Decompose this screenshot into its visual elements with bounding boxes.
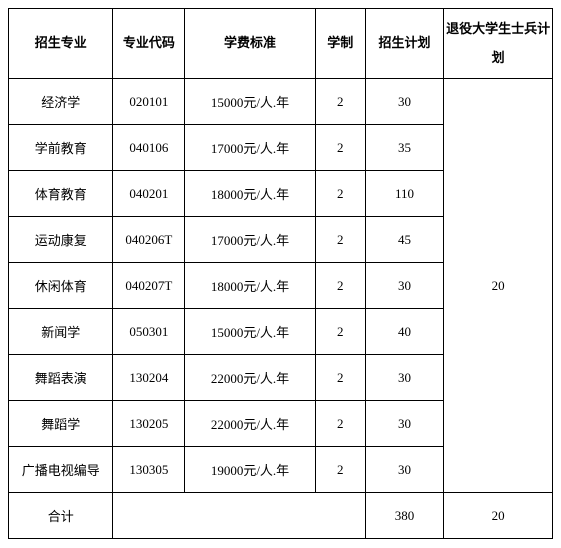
cell-major: 舞蹈表演 <box>9 355 113 401</box>
header-fee: 学费标准 <box>185 9 316 79</box>
header-plan: 招生计划 <box>365 9 443 79</box>
cell-major: 广播电视编导 <box>9 447 113 493</box>
cell-fee: 19000元/人.年 <box>185 447 316 493</box>
cell-fee: 22000元/人.年 <box>185 355 316 401</box>
header-row: 招生专业 专业代码 学费标准 学制 招生计划 退役大学生士兵计划 <box>9 9 553 79</box>
cell-major: 新闻学 <box>9 309 113 355</box>
totals-plan: 380 <box>365 493 443 539</box>
totals-row: 合计 380 20 <box>9 493 553 539</box>
cell-code: 040207T <box>113 263 185 309</box>
header-code: 专业代码 <box>113 9 185 79</box>
cell-duration: 2 <box>315 309 365 355</box>
cell-major: 体育教育 <box>9 171 113 217</box>
cell-code: 040106 <box>113 125 185 171</box>
cell-fee: 18000元/人.年 <box>185 263 316 309</box>
cell-fee: 15000元/人.年 <box>185 309 316 355</box>
cell-duration: 2 <box>315 447 365 493</box>
cell-major: 运动康复 <box>9 217 113 263</box>
cell-plan: 45 <box>365 217 443 263</box>
cell-fee: 17000元/人.年 <box>185 217 316 263</box>
cell-code: 040201 <box>113 171 185 217</box>
cell-duration: 2 <box>315 401 365 447</box>
cell-code: 050301 <box>113 309 185 355</box>
cell-plan: 30 <box>365 447 443 493</box>
cell-major: 休闲体育 <box>9 263 113 309</box>
cell-fee: 17000元/人.年 <box>185 125 316 171</box>
header-veteran: 退役大学生士兵计划 <box>444 9 553 79</box>
cell-duration: 2 <box>315 171 365 217</box>
cell-code: 130204 <box>113 355 185 401</box>
cell-major: 舞蹈学 <box>9 401 113 447</box>
cell-code: 130305 <box>113 447 185 493</box>
cell-code: 130205 <box>113 401 185 447</box>
cell-plan: 30 <box>365 355 443 401</box>
totals-label: 合计 <box>9 493 113 539</box>
cell-duration: 2 <box>315 125 365 171</box>
totals-empty <box>113 493 365 539</box>
cell-major: 经济学 <box>9 79 113 125</box>
cell-plan: 30 <box>365 263 443 309</box>
cell-code: 020101 <box>113 79 185 125</box>
cell-fee: 15000元/人.年 <box>185 79 316 125</box>
cell-plan: 35 <box>365 125 443 171</box>
cell-major: 学前教育 <box>9 125 113 171</box>
cell-plan: 30 <box>365 401 443 447</box>
table-body: 经济学 020101 15000元/人.年 2 30 20 学前教育 04010… <box>9 79 553 539</box>
enrollment-table: 招生专业 专业代码 学费标准 学制 招生计划 退役大学生士兵计划 经济学 020… <box>8 8 553 539</box>
cell-veteran-merged: 20 <box>444 79 553 493</box>
header-duration: 学制 <box>315 9 365 79</box>
header-major: 招生专业 <box>9 9 113 79</box>
cell-fee: 18000元/人.年 <box>185 171 316 217</box>
cell-duration: 2 <box>315 355 365 401</box>
cell-code: 040206T <box>113 217 185 263</box>
cell-plan: 110 <box>365 171 443 217</box>
totals-veteran: 20 <box>444 493 553 539</box>
cell-duration: 2 <box>315 263 365 309</box>
cell-duration: 2 <box>315 217 365 263</box>
cell-fee: 22000元/人.年 <box>185 401 316 447</box>
table-row: 经济学 020101 15000元/人.年 2 30 20 <box>9 79 553 125</box>
cell-plan: 40 <box>365 309 443 355</box>
cell-duration: 2 <box>315 79 365 125</box>
cell-plan: 30 <box>365 79 443 125</box>
